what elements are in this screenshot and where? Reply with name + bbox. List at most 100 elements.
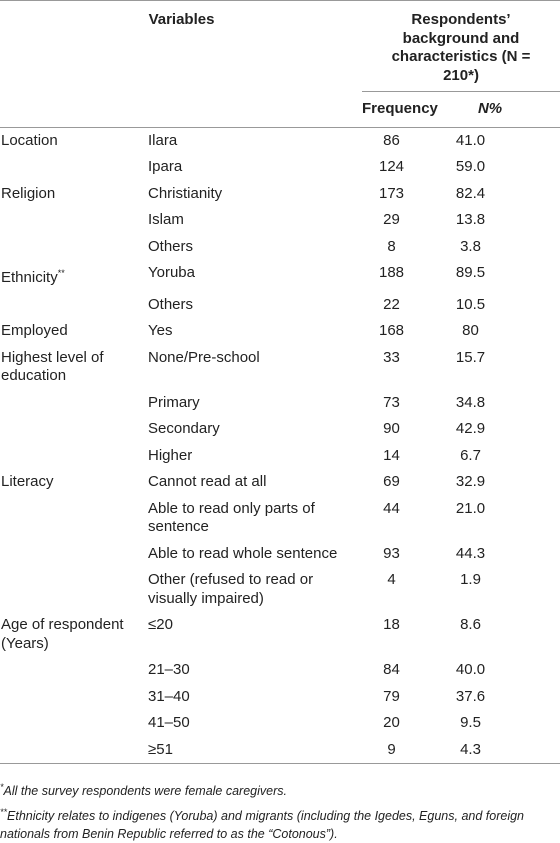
- table-row: Secondary 90 42.9: [0, 416, 560, 443]
- frequency: 4: [387, 571, 396, 588]
- category: Cannot read at all: [148, 473, 267, 490]
- table-row: ≥51 9 4.3: [0, 737, 560, 764]
- respondents-n: (N = 210*): [443, 48, 531, 84]
- table-row: Able to read only parts of sentence 44 21.…: [0, 496, 560, 541]
- blank-header: [0, 91, 363, 128]
- frequency: 173: [379, 184, 405, 202]
- variable-cell: [0, 443, 147, 470]
- category: Primary: [148, 393, 200, 411]
- variable-cell: Religion: [0, 181, 147, 208]
- respondents-title: Respondents’ background and characterist…: [391, 11, 520, 65]
- table-row: Higher 14 6.7: [0, 443, 560, 470]
- variable: Age of respondent (Years): [1, 616, 124, 652]
- category: Secondary: [148, 420, 220, 437]
- frequency-header: Frequency: [362, 91, 438, 128]
- frequency: 20: [383, 714, 400, 731]
- category: 41–50: [148, 714, 190, 731]
- category: Ilara: [148, 131, 178, 149]
- percent: 89.5: [455, 264, 486, 281]
- percent: 8.6: [460, 616, 481, 633]
- category: 21–30: [148, 661, 190, 678]
- percent: 15.7: [455, 348, 486, 366]
- percent: 44.3: [455, 544, 486, 562]
- variable-cell: [0, 737, 147, 764]
- variable-cell: [0, 541, 147, 568]
- category: ≤20: [148, 616, 173, 633]
- percent: 32.9: [455, 473, 486, 490]
- variable-cell: [0, 416, 147, 443]
- table-row: Ipara 124 59.0: [0, 154, 560, 181]
- frequency: 86: [383, 131, 400, 149]
- table-row: Islam 29 13.8: [0, 207, 560, 234]
- footnotes: *All the survey respondents were female …: [0, 778, 560, 843]
- percent: 6.7: [460, 446, 481, 464]
- category: Islam: [148, 211, 184, 228]
- percent: 40.0: [455, 661, 486, 678]
- percent: 80: [462, 322, 479, 339]
- frequency: 29: [383, 211, 400, 228]
- table-row: Religion Christianity 173 82.4: [0, 181, 560, 208]
- frequency: 69: [383, 473, 400, 490]
- footnote: **Ethnicity relates to indigenes (Yoruba…: [0, 803, 560, 843]
- table-row: Others 8 3.8: [0, 234, 560, 261]
- category: Christianity: [148, 184, 223, 202]
- variable: Literacy: [1, 473, 54, 490]
- variable: Employed: [1, 322, 68, 339]
- category: Higher: [148, 446, 193, 464]
- variable-cell: [0, 292, 147, 319]
- table-row: Age of respondent (Years) ≤20 18 8.6: [0, 612, 560, 657]
- percent: 13.8: [455, 211, 486, 228]
- category: Yoruba: [148, 264, 195, 281]
- variable-cell: [0, 567, 147, 612]
- percent: 59.0: [455, 158, 486, 175]
- footnote: *All the survey respondents were female …: [0, 778, 560, 800]
- variable-cell: [0, 657, 147, 684]
- variable-cell: [0, 390, 147, 417]
- percent: 3.8: [460, 237, 481, 255]
- table-row: Other (refused to read or visually impai…: [0, 567, 560, 612]
- variable-cell: Age of respondent (Years): [0, 612, 147, 657]
- table-row: Ethnicity** Yoruba 188 89.5: [0, 260, 560, 292]
- category: Others: [148, 295, 194, 313]
- variable-cell: [0, 207, 147, 234]
- frequency: 73: [383, 393, 400, 411]
- variable: Location: [1, 131, 58, 149]
- variable-cell: Literacy: [0, 469, 147, 496]
- table-row: 21–30 84 40.0: [0, 657, 560, 684]
- percent: 9.5: [460, 714, 481, 731]
- table-row: 31–40 79 37.6: [0, 684, 560, 711]
- footnote-text: Ethnicity relates to indigenes (Yoruba) …: [0, 809, 524, 842]
- variable-cell: [0, 710, 147, 737]
- frequency: 14: [383, 446, 400, 464]
- frequency: 44: [383, 499, 400, 517]
- category: Yes: [148, 322, 173, 339]
- category: Able to read only parts of sentence: [148, 499, 315, 536]
- category: None/Pre-school: [148, 348, 260, 366]
- variable-cell: Employed: [0, 318, 147, 345]
- variable-cell: [0, 234, 147, 261]
- category: Other (refused to read or visually impai…: [148, 571, 314, 607]
- variable-cell: [0, 684, 147, 711]
- percent-header: N%: [420, 91, 560, 128]
- variable-cell: Highest level of education: [0, 345, 147, 390]
- frequency: 188: [379, 264, 405, 281]
- frequency: 18: [383, 616, 400, 633]
- table-row: Highest level of education None/Pre-schoo…: [0, 345, 560, 390]
- frequency: 22: [383, 295, 400, 313]
- category: Ipara: [148, 158, 183, 175]
- frequency: 168: [379, 322, 405, 339]
- percent: 21.0: [455, 499, 486, 517]
- table-row: Location Ilara 86 41.0: [0, 127, 560, 154]
- footnote-mark: *: [0, 782, 4, 792]
- frequency: 90: [383, 420, 400, 437]
- variable-cell: [0, 496, 147, 541]
- percent: 37.6: [455, 687, 486, 705]
- frequency: 9: [387, 740, 396, 758]
- percent: 10.5: [455, 295, 486, 313]
- frequency: 84: [383, 661, 400, 678]
- footnote-text: All the survey respondents were female c…: [3, 784, 287, 799]
- footnote-mark: **: [57, 268, 65, 278]
- table-row: Able to read whole sentence 93 44.3: [0, 541, 560, 568]
- category: 31–40: [148, 687, 190, 705]
